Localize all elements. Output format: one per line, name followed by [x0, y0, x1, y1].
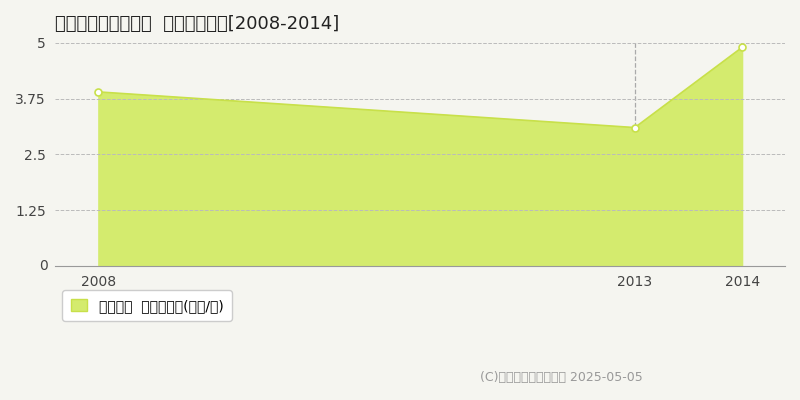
Text: 耶麻郡北塩原村北山  土地価格推移[2008-2014]: 耶麻郡北塩原村北山 土地価格推移[2008-2014] — [55, 15, 340, 33]
Point — [629, 124, 642, 131]
Point — [92, 89, 105, 95]
Point — [736, 44, 749, 50]
Text: (C)土地価格ドットコム 2025-05-05: (C)土地価格ドットコム 2025-05-05 — [480, 371, 642, 384]
Text: 0: 0 — [39, 259, 48, 273]
Legend: 土地価格  平均坪単価(万円/坪): 土地価格 平均坪単価(万円/坪) — [62, 290, 232, 321]
